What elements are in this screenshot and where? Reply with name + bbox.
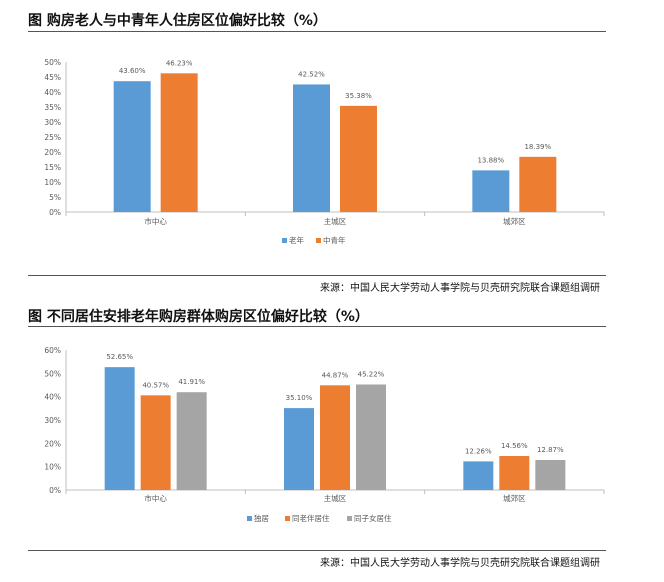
chart1-data-label: 35.38%	[345, 92, 372, 100]
chart2-category-label: 城郊区	[503, 493, 526, 503]
chart1-source: 来源：中国人民大学劳动人事学院与贝壳研究院联合课题组调研	[320, 283, 600, 294]
chart1-ytick-label: 50%	[44, 58, 61, 67]
chart2-data-label: 12.87%	[537, 446, 564, 454]
chart1-category-label: 市中心	[144, 216, 167, 226]
chart1-bar	[519, 156, 557, 212]
chart1-category-label: 主城区	[324, 216, 347, 226]
chart2-bar	[320, 385, 350, 490]
chart2-ytick-label: 10%	[44, 463, 61, 472]
chart2-ytick-label: 50%	[44, 369, 61, 378]
chart1-title: 图 购房老人与中青年人住房区位偏好比较（%）	[28, 13, 327, 29]
chart1-legend-swatch	[282, 238, 287, 243]
chart2-legend-swatch	[247, 516, 252, 521]
chart1-bottom-rule	[28, 275, 606, 276]
chart2-data-label: 14.56%	[501, 442, 528, 450]
chart1-data-label: 42.52%	[298, 70, 325, 78]
chart2-legend-swatch	[347, 516, 352, 521]
chart1-legend-swatch	[316, 238, 321, 243]
chart1-legend-label: 老年	[289, 235, 304, 245]
chart1-ytick-label: 25%	[44, 133, 61, 142]
chart1-bar	[160, 73, 198, 212]
chart2-ytick-label: 0%	[49, 486, 61, 495]
chart1-ytick-label: 0%	[49, 208, 61, 217]
chart2-data-label: 45.22%	[358, 370, 385, 378]
chart2-data-label: 12.26%	[465, 447, 492, 455]
chart2-data-label: 44.87%	[322, 371, 349, 379]
chart2-legend-swatch	[285, 516, 290, 521]
chart1-ytick-label: 5%	[49, 193, 61, 202]
chart2-source: 来源：中国人民大学劳动人事学院与贝壳研究院联合课题组调研	[320, 558, 600, 569]
chart2-top-rule	[28, 326, 606, 327]
chart2-bar	[356, 384, 386, 490]
chart2-category-label: 主城区	[324, 493, 347, 503]
chart1-plot: 0% 5% 10% 15% 20% 25% 30% 35% 40% 45% 50% 市中心 43.60%…	[44, 58, 605, 245]
chart2-bar	[284, 408, 314, 490]
chart1-ytick-label: 15%	[44, 163, 61, 172]
chart2-legend-label: 同子女居住	[354, 513, 392, 523]
chart1-bar	[472, 170, 510, 212]
chart1-ytick-label: 35%	[44, 103, 61, 112]
chart1-data-label: 13.88%	[477, 156, 504, 164]
chart2-data-label: 41.91%	[178, 378, 205, 386]
chart2-bar	[535, 459, 566, 490]
chart1-ytick-label: 10%	[44, 178, 61, 187]
chart2-bar	[463, 461, 494, 490]
chart2-bar	[176, 392, 207, 490]
chart2-ytick-label: 30%	[44, 416, 61, 425]
chart1-top-rule	[28, 31, 606, 32]
chart2-bottom-rule	[28, 550, 606, 551]
chart2-ytick-label: 60%	[44, 346, 61, 355]
chart1-ytick-label: 45%	[44, 73, 61, 82]
chart1-legend-label: 中青年	[323, 235, 346, 245]
chart2-ytick-label: 20%	[44, 439, 61, 448]
chart1-category-label: 城郊区	[503, 216, 526, 226]
chart1-data-label: 46.23%	[166, 59, 193, 67]
chart1-bar	[293, 84, 330, 212]
chart1-ytick-label: 40%	[44, 88, 61, 97]
chart2-bar	[140, 395, 171, 490]
chart1-ytick-label: 30%	[44, 118, 61, 127]
chart1-bar	[113, 81, 151, 212]
chart1-data-label: 18.39%	[524, 143, 551, 151]
chart2-data-label: 40.57%	[142, 381, 169, 389]
chart1-data-label: 43.60%	[119, 67, 146, 75]
chart1-bar	[340, 105, 377, 212]
chart2-ytick-label: 40%	[44, 393, 61, 402]
chart1-ytick-label: 20%	[44, 148, 61, 157]
chart2-bar	[499, 456, 530, 490]
chart2-legend-label: 独居	[254, 513, 269, 523]
chart2-legend-label: 同老伴居住	[292, 513, 330, 523]
chart2-data-label: 52.65%	[106, 353, 133, 361]
chart2-title: 图 不同居住安排老年购房群体购房区位偏好比较（%）	[28, 309, 369, 325]
chart2-bar	[104, 367, 135, 490]
chart2-data-label: 35.10%	[286, 394, 313, 402]
chart2-category-label: 市中心	[144, 493, 167, 503]
